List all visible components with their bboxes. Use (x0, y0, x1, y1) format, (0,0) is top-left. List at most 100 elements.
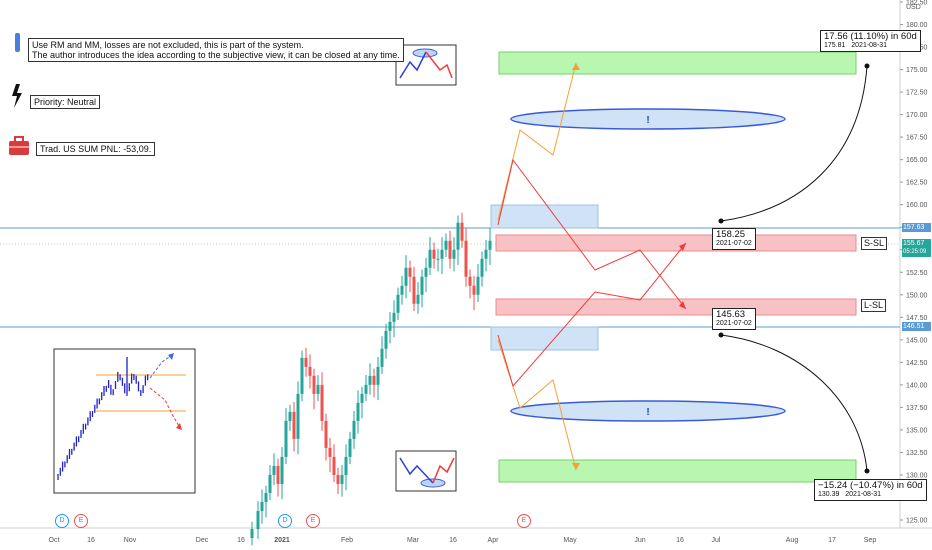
pnl-note[interactable]: Trad. US SUM PNL: -53,09. (36, 142, 156, 156)
time-tick-label: Jun (634, 537, 645, 544)
candle-body (456, 222, 460, 250)
green-target-zone-upper[interactable] (498, 51, 857, 75)
candle-body (452, 249, 456, 259)
green-target-zone-lower[interactable] (498, 459, 857, 483)
candle-body (436, 258, 440, 260)
candle-body (300, 357, 304, 394)
time-tick-label: 16 (449, 537, 457, 544)
time-tick-label: 17 (828, 537, 836, 544)
candle-body (288, 411, 292, 421)
candle-body (332, 456, 336, 475)
exclaim-upper: ! (646, 115, 649, 126)
price-tick-label: 162.50 (906, 180, 928, 187)
candle-body (472, 285, 476, 295)
downside-projection-main: −15.24 (−10.47%) in 60d (818, 480, 923, 491)
candle-body (360, 393, 364, 403)
long-stop-label[interactable]: L-SL (861, 299, 887, 312)
pattern-inset-bottom[interactable] (395, 450, 457, 492)
upside-projection-main: 17.56 (11.10%) in 60d (824, 31, 917, 42)
price-tick-label: 182.50 (906, 0, 928, 7)
candle-body (400, 285, 404, 295)
price-tick-label: 125.00 (906, 518, 928, 525)
short-stop-label[interactable]: S-SL (861, 237, 888, 250)
candle-body (296, 393, 300, 439)
time-tick-label: Aug (786, 537, 799, 544)
time-scale[interactable]: Oct 16 Nov Dec 16 2021 Feb Mar 16 Apr May Jun 16 Jul A… (49, 537, 877, 544)
upper-marker-label[interactable]: 158.25 2021-07-02 (712, 228, 756, 250)
upper-marker-price: 158.25 (716, 229, 746, 240)
candle-body (388, 321, 392, 331)
projection-curve-up[interactable] (720, 65, 868, 222)
earnings-marker-3[interactable]: E (517, 514, 531, 528)
candle-body (384, 330, 388, 349)
upside-projection-detail: 175.81 2021-08-31 (824, 42, 888, 49)
earnings-marker-2[interactable]: E (306, 514, 320, 528)
candle-body (444, 240, 448, 250)
projection-curve-down[interactable] (720, 334, 868, 472)
time-tick-label: Nov (124, 537, 137, 544)
red-path-1[interactable] (497, 158, 687, 310)
price-tick-label: 165.00 (906, 157, 928, 164)
candle-body (250, 529, 254, 539)
candle-body (336, 474, 340, 484)
currency-label: USD (906, 4, 921, 11)
price-tick-label: 147.50 (906, 315, 928, 322)
price-scale[interactable]: 182.50180.00177.50175.00172.50170.00167.… (900, 0, 928, 525)
attention-ellipse-upper[interactable] (510, 108, 786, 130)
blue-entry-zone-lower[interactable] (490, 326, 599, 351)
blue-entry-zone-upper[interactable] (490, 204, 599, 229)
time-tick-label: Jul (712, 537, 721, 544)
candlestick-series[interactable] (250, 212, 492, 546)
price-tick-label: 130.00 (906, 472, 928, 479)
candle-body (488, 240, 492, 250)
candle-body (280, 456, 284, 484)
upside-projection-label[interactable]: 17.56 (11.10%) in 60d 175.81 2021-08-31 (820, 30, 921, 52)
dividend-marker-2[interactable]: D (278, 514, 292, 528)
price-tick-label: 160.00 (906, 202, 928, 209)
candle-body (408, 267, 412, 277)
short-stop-zone[interactable] (495, 234, 857, 252)
candle-body (348, 438, 352, 457)
orange-path-up[interactable] (497, 62, 577, 221)
price-tick-label: 172.50 (906, 90, 928, 97)
lower-marker-date: 2021-07-02 (716, 320, 752, 327)
time-tick-label: Oct (49, 537, 60, 544)
lower-line-price-tag: 146.51 (902, 322, 931, 331)
lower-marker-label[interactable]: 145.63 2021-07-02 (712, 308, 756, 330)
candle-body (364, 384, 368, 394)
price-tick-label: 175.00 (906, 67, 928, 74)
pattern-inset-top[interactable] (395, 44, 457, 86)
candle-body (312, 375, 316, 394)
price-tick-label: 140.00 (906, 382, 928, 389)
priority-note[interactable]: Priority: Neutral (30, 95, 101, 109)
downside-projection-detail: 130.39 2021-08-31 (818, 491, 882, 498)
candle-body (464, 240, 468, 277)
price-tick-label: 150.00 (906, 292, 928, 299)
price-tick-label: 137.50 (906, 405, 928, 412)
candle-body (304, 357, 308, 367)
candle-body (276, 465, 280, 484)
dividend-marker-1[interactable]: D (55, 514, 69, 528)
red-path-2[interactable] (497, 242, 687, 388)
price-tick-label: 132.50 (906, 450, 928, 457)
pattern-inset-large[interactable] (53, 348, 196, 494)
candle-body (260, 501, 264, 511)
earnings-marker-1[interactable]: E (74, 514, 88, 528)
candle-body (460, 222, 464, 241)
candle-body (484, 249, 488, 259)
disclaimer-note[interactable]: Use RM and MM, losses are not excluded, … (28, 38, 404, 62)
candle-body (308, 366, 312, 376)
long-stop-zone[interactable] (495, 298, 857, 316)
upper-marker-date: 2021-07-02 (716, 240, 752, 247)
candle-body (368, 375, 372, 385)
candle-body (320, 384, 324, 421)
candle-body (316, 384, 320, 394)
price-tick-label: 142.50 (906, 360, 928, 367)
candle-body (412, 276, 416, 304)
time-tick-label: Sep (864, 537, 877, 544)
downside-projection-label[interactable]: −15.24 (−10.47%) in 60d 130.39 2021-08-3… (814, 479, 927, 501)
attention-ellipse-lower[interactable] (510, 400, 786, 422)
time-tick-label: Dec (196, 537, 209, 544)
